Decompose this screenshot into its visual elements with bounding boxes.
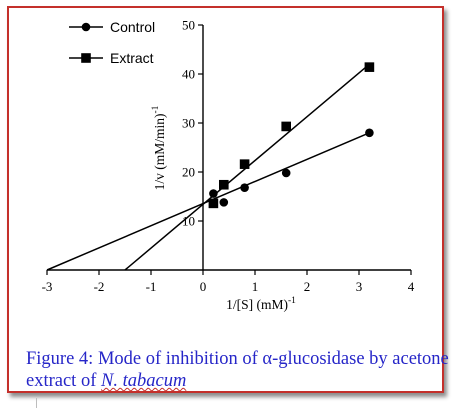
control-point (281, 168, 291, 178)
x-axis-title-sup: -1 (288, 296, 296, 306)
x-tick-label: 0 (200, 279, 207, 294)
x-tick-label: 1 (252, 279, 259, 294)
y-tick-label: 50 (182, 18, 195, 33)
legend-label-extract: Extract (110, 50, 154, 66)
legend-marker-extract (81, 53, 91, 63)
y-axis-title-main: 1/v (mM/min) (152, 114, 167, 191)
lineweaver-burk-chart: -3 -2 -1 0 1 2 3 4 10 20 30 40 50 Control Extract 1/[… (42, 18, 415, 313)
chart-legend: Control Extract (69, 19, 155, 66)
y-axis-title-sup: -1 (151, 105, 161, 113)
control-point (365, 128, 374, 138)
legend-label-control: Control (110, 19, 155, 35)
legend-marker-control (81, 22, 91, 32)
figure-caption: Figure 4: Mode of inhibition of α-glucos… (26, 348, 451, 392)
axis-titles: 1/[S] (mM)-11/v (mM/min)-1 (151, 105, 296, 312)
extract-point (281, 121, 291, 132)
extract-point (239, 159, 250, 169)
data-markers (208, 62, 375, 209)
control-point (209, 189, 218, 198)
y-tick-label: 30 (182, 116, 195, 131)
control-point (240, 183, 249, 192)
x-tick-label: -1 (146, 279, 157, 294)
caption-text: Figure 4: Mode of inhibition of α-glucos… (26, 349, 449, 391)
fit-lines (46, 63, 370, 271)
y-axis-title: 1/v (mM/min)-1 (151, 105, 167, 190)
control-fit-line (46, 132, 370, 271)
extract-point (364, 62, 375, 72)
x-axis-title: 1/[S] (mM)-1 (226, 296, 296, 312)
caption-species: N. tabacum (101, 371, 187, 391)
x-tick-label: -3 (42, 279, 53, 294)
figure-frame: -3 -2 -1 0 1 2 3 4 10 20 30 40 50 Control Extract 1/[… (7, 6, 449, 393)
control-point (219, 198, 229, 207)
x-tick-label: 2 (304, 279, 311, 294)
y-tick-label: 10 (182, 214, 195, 229)
x-tick-label: -2 (94, 279, 105, 294)
x-axis-title-main: 1/[S] (mM) (226, 297, 288, 312)
chart-axes: -3 -2 -1 0 1 2 3 4 10 20 30 40 50 (42, 18, 415, 295)
y-tick-label: 20 (182, 165, 195, 180)
page-margin-mark (36, 398, 37, 408)
x-tick-label: 4 (408, 279, 415, 294)
extract-point (219, 179, 229, 190)
y-tick-label: 40 (182, 67, 195, 82)
x-tick-label: 3 (356, 279, 363, 294)
extract-point (208, 198, 219, 209)
